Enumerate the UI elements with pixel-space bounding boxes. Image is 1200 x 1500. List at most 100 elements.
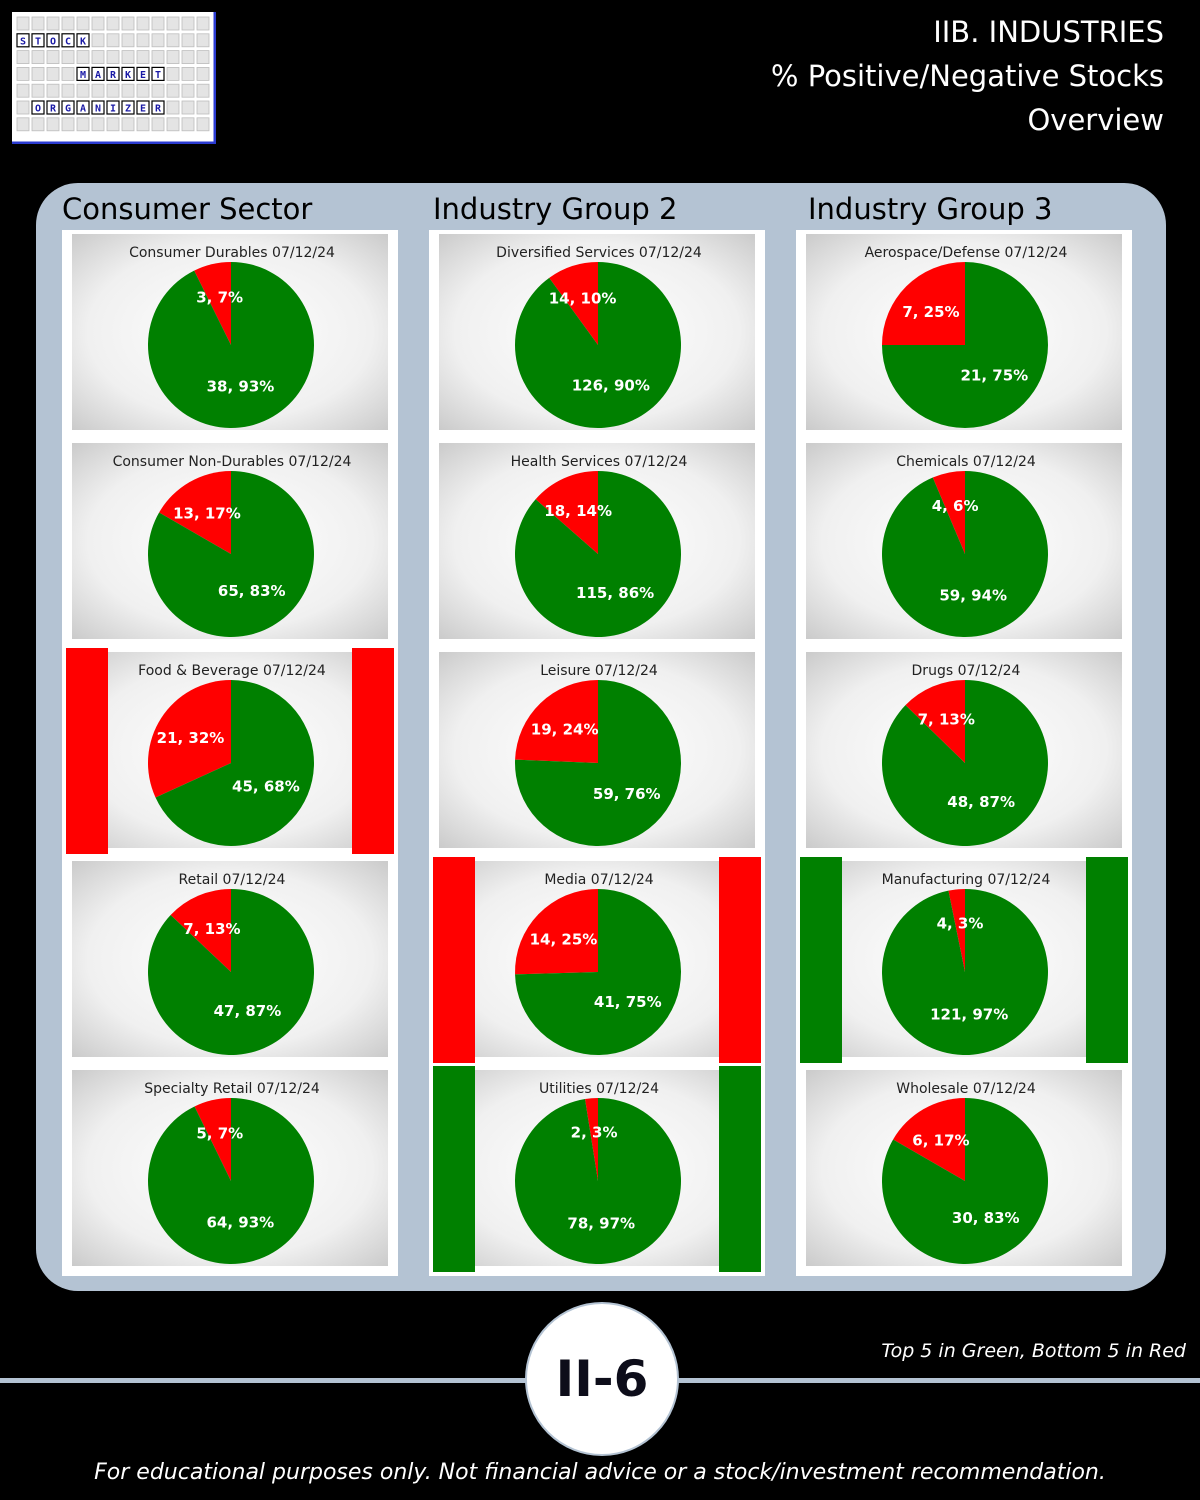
pie-slice-positive	[882, 471, 1048, 637]
logo-letter-box	[91, 100, 105, 115]
pie-label-negative: 14, 10%	[549, 290, 617, 308]
pie-chart-card: Chemicals 07/12/24 4, 6% 59, 94%	[796, 439, 1132, 647]
pie-slice-negative	[194, 262, 231, 345]
pie-slice-positive	[148, 471, 314, 637]
title-line-2: % Positive/Negative Stocks	[770, 59, 1164, 93]
pie-slice-negative	[932, 471, 965, 554]
logo-letter-box	[136, 100, 150, 115]
pie-chart-svg: Chemicals 07/12/24 4, 6% 59, 94%	[806, 443, 1122, 639]
pie-label-positive: 126, 90%	[572, 376, 650, 394]
logo-letter: C	[65, 36, 71, 47]
logo-letter-box	[31, 33, 45, 48]
pie-slice-negative	[948, 889, 965, 972]
logo-letter-box	[91, 66, 105, 82]
logo-letter-box	[46, 33, 60, 48]
logo-letter-box	[31, 100, 45, 115]
logo-letter-box	[16, 33, 30, 48]
pie-slice-negative	[515, 680, 598, 763]
pie-chart-card: Wholesale 07/12/24 6, 17% 30, 83%	[796, 1066, 1132, 1274]
page-number: II-6	[555, 1350, 649, 1408]
pie-label-positive: 121, 97%	[930, 1005, 1008, 1023]
pie-chart-card: Consumer Durables 07/12/24 3, 7% 38, 93%	[62, 230, 398, 438]
logo-letter: M	[80, 70, 86, 81]
pie-chart-card: Health Services 07/12/24 18, 14% 115, 86%	[429, 439, 765, 647]
pie-label-positive: 59, 94%	[939, 587, 1007, 605]
title-line-1: IIB. INDUSTRIES	[933, 15, 1164, 49]
pie-chart-svg: Wholesale 07/12/24 6, 17% 30, 83%	[806, 1070, 1122, 1266]
pie-chart-svg: Specialty Retail 07/12/24 5, 7% 64, 93%	[72, 1070, 388, 1266]
pie-label-negative: 6, 17%	[912, 1131, 969, 1149]
pie-chart-svg: Food & Beverage 07/12/24 21, 32% 45, 68%	[66, 648, 394, 854]
highlight-bar-left	[800, 857, 842, 1063]
logo-letter: E	[140, 104, 146, 115]
chart-title: Utilities 07/12/24	[539, 1081, 659, 1097]
pie-label-negative: 3, 7%	[196, 289, 243, 307]
pie-label-negative: 7, 25%	[902, 303, 959, 321]
logo-letter-box	[151, 100, 165, 115]
logo-letter-box	[121, 100, 135, 115]
pie-chart-card: Utilities 07/12/24 2, 3% 78, 97%	[429, 1066, 765, 1274]
logo-letter: Z	[125, 104, 131, 115]
pie-chart-svg: Aerospace/Defense 07/12/24 7, 25% 21, 75%	[806, 234, 1122, 430]
pie-slice-positive	[882, 680, 1048, 846]
chart-title: Wholesale 07/12/24	[896, 1081, 1036, 1097]
pie-slice-negative	[170, 889, 231, 972]
chart-title: Retail 07/12/24	[179, 872, 286, 888]
pie-chart-card: Drugs 07/12/24 7, 13% 48, 87%	[796, 648, 1132, 856]
logo-letter-box	[121, 66, 135, 82]
pie-chart-card: Media 07/12/24 14, 25% 41, 75%	[429, 857, 765, 1065]
chart-title: Manufacturing 07/12/24	[882, 872, 1051, 888]
pie-chart-card: Specialty Retail 07/12/24 5, 7% 64, 93%	[62, 1066, 398, 1274]
chart-title: Leisure 07/12/24	[540, 663, 658, 679]
chart-title: Media 07/12/24	[544, 872, 653, 888]
pie-chart-svg: Utilities 07/12/24 2, 3% 78, 97%	[433, 1066, 761, 1272]
pie-slice-negative	[535, 471, 598, 554]
pie-chart-svg: Retail 07/12/24 7, 13% 47, 87%	[72, 861, 388, 1057]
pie-slice-positive	[882, 1098, 1048, 1264]
logo-letter-box	[76, 66, 90, 82]
pie-chart-card: Leisure 07/12/24 19, 24% 59, 76%	[429, 648, 765, 856]
logo-letter: O	[35, 104, 41, 115]
logo-letter: A	[95, 70, 101, 81]
pie-chart-svg: Diversified Services 07/12/24 14, 10% 126,…	[439, 234, 755, 430]
pie-chart-svg: Media 07/12/24 14, 25% 41, 75%	[433, 857, 761, 1063]
pie-label-negative: 7, 13%	[183, 920, 240, 938]
pie-label-positive: 115, 86%	[576, 584, 654, 602]
pie-slice-positive	[515, 680, 681, 846]
pie-label-positive: 21, 75%	[960, 366, 1028, 384]
logo-letter-box	[76, 100, 90, 115]
disclaimer: For educational purposes only. Not finan…	[94, 1460, 1106, 1485]
highlight-bar-left	[433, 857, 475, 1063]
legend-note: Top 5 in Green, Bottom 5 in Red	[881, 1340, 1186, 1362]
pie-slice-positive	[882, 262, 1048, 428]
pie-slice-positive	[515, 471, 681, 637]
logo-letter: K	[125, 70, 131, 81]
logo-letter: R	[110, 70, 117, 81]
pie-label-negative: 18, 14%	[544, 502, 612, 520]
logo-letter-box	[106, 100, 120, 115]
pie-chart-card: Retail 07/12/24 7, 13% 47, 87%	[62, 857, 398, 1065]
logo-letter: T	[35, 36, 41, 47]
pie-slice-positive	[515, 1098, 681, 1264]
logo-letter: T	[155, 70, 161, 81]
logo-letter: S	[20, 36, 26, 47]
pie-chart-svg: Consumer Durables 07/12/24 3, 7% 38, 93%	[72, 234, 388, 430]
highlight-bar-right	[1086, 857, 1128, 1063]
pie-label-negative: 21, 32%	[157, 729, 225, 747]
pie-label-negative: 4, 3%	[937, 914, 984, 932]
page-title: IIB. INDUSTRIES % Positive/Negative Stoc…	[771, 10, 1164, 142]
logo-letter-box	[46, 100, 60, 115]
chart-title: Diversified Services 07/12/24	[496, 245, 702, 261]
logo-letter: K	[80, 36, 86, 47]
pie-slice-positive	[515, 889, 681, 1055]
pie-chart-svg: Drugs 07/12/24 7, 13% 48, 87%	[806, 652, 1122, 848]
chart-title: Consumer Non-Durables 07/12/24	[113, 454, 352, 470]
chart-title: Specialty Retail 07/12/24	[144, 1081, 320, 1097]
pie-slice-positive	[148, 262, 315, 428]
chart-title: Food & Beverage 07/12/24	[138, 663, 326, 679]
pie-label-positive: 78, 97%	[567, 1214, 635, 1232]
pie-label-negative: 2, 3%	[571, 1123, 618, 1141]
pie-chart-svg: Health Services 07/12/24 18, 14% 115, 86%	[439, 443, 755, 639]
pie-slice-negative	[585, 1098, 598, 1181]
pie-slice-negative	[159, 471, 231, 554]
